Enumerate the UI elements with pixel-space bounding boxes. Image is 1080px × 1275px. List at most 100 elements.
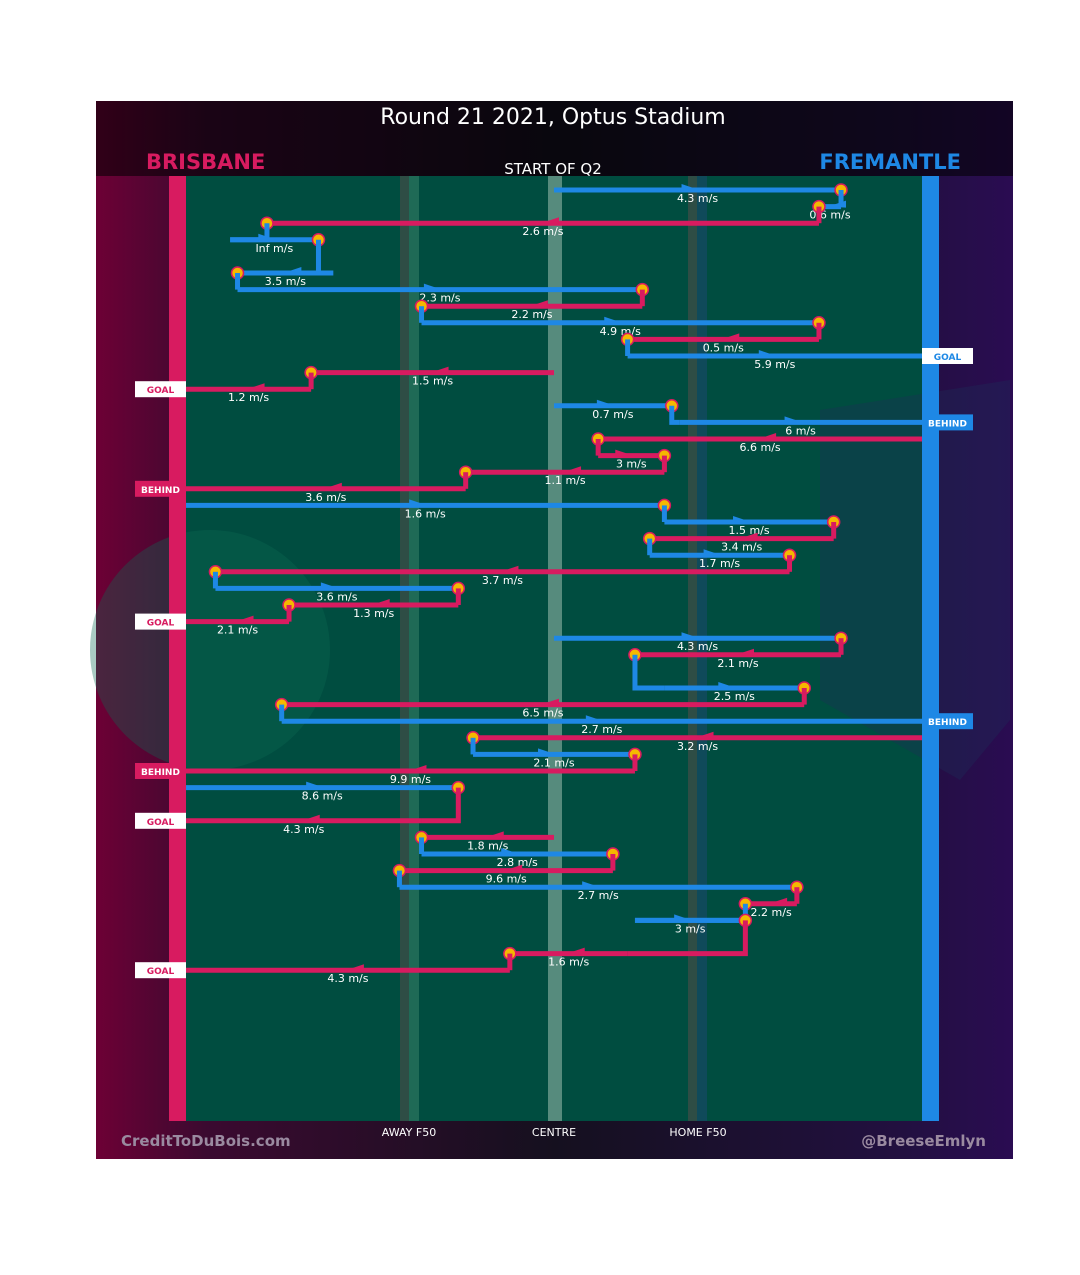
chain-arrow: [733, 516, 752, 523]
speed-label: 9.6 m/s: [486, 873, 527, 886]
chain-connector: [627, 920, 748, 957]
speed-label: 1.1 m/s: [544, 474, 585, 487]
chain-arrow: [408, 765, 427, 772]
chain-arrow: [504, 864, 523, 872]
speed-label: 3 m/s: [616, 458, 647, 471]
x-tick-label-away-f50: AWAY F50: [382, 1126, 436, 1139]
chain-arrow: [323, 482, 342, 490]
chain-arrow: [681, 632, 700, 640]
speed-label: 2.6 m/s: [522, 225, 563, 238]
speed-label: 6.6 m/s: [740, 441, 781, 454]
chain-arrow: [695, 731, 714, 739]
speed-label: 2.1 m/s: [717, 657, 758, 670]
x-tick-label-home-f50: HOME F50: [669, 1126, 726, 1139]
speed-label: Inf m/s: [255, 242, 293, 255]
outcome-badge: [135, 962, 186, 979]
home-f50-line: [697, 176, 707, 1121]
speed-label: 1.7 m/s: [699, 557, 740, 570]
chain-arrow: [283, 267, 302, 274]
chain-arrow: [739, 532, 758, 540]
chain-arrow: [501, 848, 520, 855]
speed-label: 3.6 m/s: [316, 590, 357, 603]
chain-arrow: [538, 748, 556, 756]
chain-arrow: [540, 698, 559, 706]
outcome-label: GOAL: [934, 353, 962, 363]
chain-arrow: [423, 283, 442, 291]
outcome-label: BEHIND: [928, 718, 967, 728]
chain-arrow: [681, 184, 700, 191]
outcome-label: GOAL: [147, 967, 175, 977]
outcome-label: BEHIND: [141, 768, 180, 778]
speed-label: 8.6 m/s: [302, 790, 343, 803]
fremantle-team-label: FREMANTLE: [819, 150, 961, 174]
chain-arrow: [500, 565, 519, 573]
chain-arrow: [529, 300, 548, 308]
outcome-badge: [135, 381, 186, 398]
brisbane-goal-line: [169, 176, 186, 1121]
speed-label: 4.3 m/s: [677, 192, 718, 205]
speed-label: 2.8 m/s: [497, 856, 538, 869]
speed-label: 2.2 m/s: [751, 906, 792, 919]
chain-arrow: [615, 449, 634, 457]
speed-label: 3.6 m/s: [305, 491, 346, 504]
chain-connector: [421, 787, 461, 824]
chain-arrow: [409, 499, 428, 507]
footer-credit: CreditToDuBois.com: [121, 1132, 291, 1150]
chain-arrow: [371, 599, 390, 606]
speed-label: 0.5 m/s: [703, 341, 744, 354]
chain-arrow: [758, 350, 777, 357]
chart-title: Round 21 2021, Optus Stadium: [380, 105, 725, 130]
fremantle-logo-watermark: [820, 380, 1010, 780]
speed-label: 9.9 m/s: [390, 773, 431, 786]
chain-connector: [669, 405, 680, 425]
x-tick-label-centre: CENTRE: [532, 1126, 576, 1139]
away-f50-line: [409, 176, 419, 1121]
chain-arrow: [604, 316, 623, 324]
speed-label: 3.2 m/s: [677, 740, 718, 753]
speed-label: 3 m/s: [675, 922, 706, 935]
chain-arrow: [736, 648, 754, 656]
outcome-label: BEHIND: [928, 419, 967, 429]
speed-label: 6.5 m/s: [522, 707, 563, 720]
outcome-badge: [922, 348, 973, 364]
outcome-label: BEHIND: [141, 486, 180, 496]
chain-arrow: [828, 200, 846, 208]
chain-arrow: [320, 582, 339, 590]
brisbane-team-label: BRISBANE: [146, 150, 265, 174]
outcome-badge: [922, 414, 973, 431]
speed-label: 2.7 m/s: [581, 723, 622, 736]
outcome-badge: [135, 812, 186, 829]
chain-arrow: [540, 217, 559, 225]
chain-arrow: [721, 333, 740, 341]
chain-arrow: [674, 914, 693, 922]
speed-label: 4.3 m/s: [327, 972, 368, 985]
chain-arrow: [718, 682, 737, 689]
chain-arrow: [703, 549, 722, 557]
speed-label: 2.2 m/s: [511, 308, 552, 321]
outcome-badge: [135, 763, 186, 779]
chain-arrow: [784, 416, 803, 424]
title-band: [96, 101, 1013, 176]
speed-label: 1.8 m/s: [467, 839, 508, 852]
speed-label: 4.3 m/s: [677, 640, 718, 653]
chain-arrow: [235, 615, 254, 623]
chain-arrow: [258, 233, 277, 241]
speed-label: 2.3 m/s: [419, 292, 460, 305]
speed-label: 6 m/s: [785, 424, 816, 437]
fremantle-goal-line: [922, 176, 939, 1121]
chain-arrow: [485, 831, 504, 839]
speed-label: 0.7 m/s: [592, 408, 633, 421]
outcome-label: GOAL: [147, 818, 175, 828]
chain-connector: [632, 654, 665, 691]
chain-arrow: [582, 881, 601, 889]
speed-label: 2.1 m/s: [217, 624, 258, 637]
speed-label: 1.6 m/s: [405, 507, 446, 520]
outcome-badge: [922, 713, 973, 730]
chain-arrow: [563, 466, 582, 474]
outcome-label: GOAL: [147, 619, 175, 629]
footer-handle: @BreeseEmlyn: [861, 1132, 986, 1150]
chain-arrow: [758, 433, 777, 440]
speed-label: 4.3 m/s: [283, 823, 324, 836]
speed-label: 1.5 m/s: [412, 375, 453, 388]
